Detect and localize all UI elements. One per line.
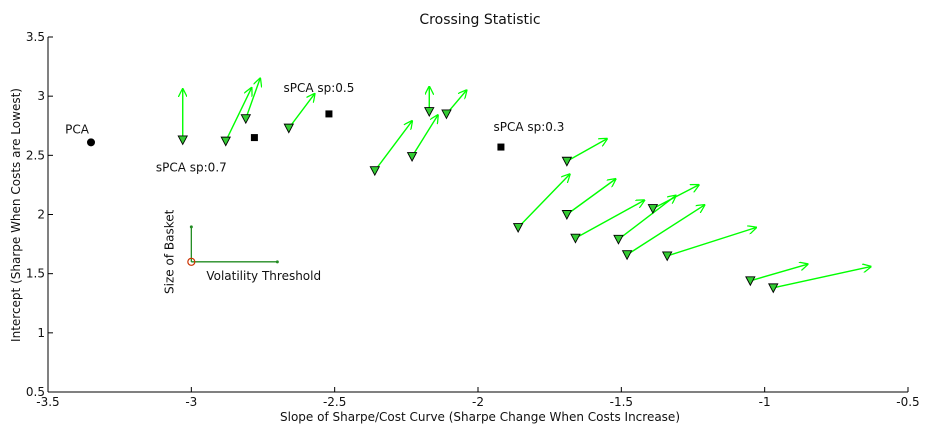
data-arrow	[750, 264, 807, 282]
data-arrow	[626, 205, 704, 256]
data-point	[613, 234, 624, 245]
reference-point	[87, 138, 95, 147]
legend-y-arrow-tip	[189, 225, 193, 229]
legend-x-arrow-tip	[275, 260, 279, 264]
data-arrow	[566, 179, 616, 216]
y-tick-label: 0.5	[26, 385, 45, 399]
legend-x-label: Volatility Threshold	[206, 269, 321, 283]
y-tick-label: 2.5	[26, 148, 45, 162]
data-arrow	[652, 185, 699, 210]
x-axis-label: Slope of Sharpe/Cost Curve (Sharpe Chang…	[280, 410, 680, 424]
data-point	[406, 152, 418, 162]
data-marks: PCA sPCA sp:0.5 sPCA sp:0.3 sPCA sp:0.7	[65, 78, 871, 294]
data-arrow	[225, 88, 252, 142]
reference-point	[497, 143, 505, 151]
x-tick-label: -0.5	[896, 395, 919, 409]
data-point	[661, 251, 673, 262]
data-arrow	[575, 200, 644, 239]
x-tick-label: -2	[472, 395, 484, 409]
data-arrow	[618, 196, 675, 240]
data-arrow	[374, 121, 412, 172]
data-arrow	[411, 115, 438, 157]
legend-origin	[187, 257, 196, 266]
data-point	[561, 156, 573, 167]
x-tick-label: -3.5	[36, 395, 59, 409]
data-point	[220, 136, 231, 147]
data-arrow	[666, 228, 756, 257]
axis-legend-glyph: Volatility Threshold Size of Basket	[162, 209, 321, 294]
x-tick-label: -2.5	[323, 395, 346, 409]
legend-y-label: Size of Basket	[162, 209, 176, 294]
y-tick-label: 3.5	[26, 30, 45, 44]
data-arrow	[517, 174, 570, 229]
y-tick-label: 3	[37, 89, 45, 103]
y-axis-label: Intercept (Sharpe When Costs are Lowest)	[9, 88, 23, 342]
x-tick-label: -3	[185, 395, 197, 409]
point-label: sPCA sp:0.5	[283, 81, 354, 95]
data-arrow	[245, 78, 260, 119]
point-label: PCA	[65, 122, 90, 136]
data-point	[570, 233, 581, 244]
reference-point	[325, 110, 333, 118]
data-point	[768, 283, 779, 294]
y-tick-label: 1.5	[26, 267, 45, 281]
data-point	[745, 276, 756, 287]
data-point	[424, 107, 435, 118]
x-tick-label: -1	[759, 395, 771, 409]
data-point	[177, 135, 188, 146]
data-point	[647, 204, 659, 215]
y-tick-label: 2	[37, 208, 45, 222]
point-label: sPCA sp:0.7	[156, 160, 227, 174]
data-point	[283, 123, 295, 134]
x-tick-label: -1.5	[610, 395, 633, 409]
reference-point	[250, 134, 258, 142]
data-arrow	[566, 139, 607, 162]
data-point	[512, 223, 524, 233]
data-point	[561, 210, 573, 220]
data-point	[369, 166, 381, 177]
data-arrow	[773, 267, 870, 289]
data-arrow	[288, 94, 315, 129]
y-tick-label: 1	[37, 326, 45, 340]
data-point	[441, 109, 452, 120]
point-label: sPCA sp:0.3	[493, 120, 564, 134]
axes: -3.5 -3 -2.5 -2 -1.5 -1 -0.5 0.5 1 1.5 2 2.5 3 3.5	[26, 30, 920, 409]
data-point	[240, 114, 252, 125]
data-point	[621, 250, 633, 261]
chart-title: Crossing Statistic	[419, 12, 540, 28]
